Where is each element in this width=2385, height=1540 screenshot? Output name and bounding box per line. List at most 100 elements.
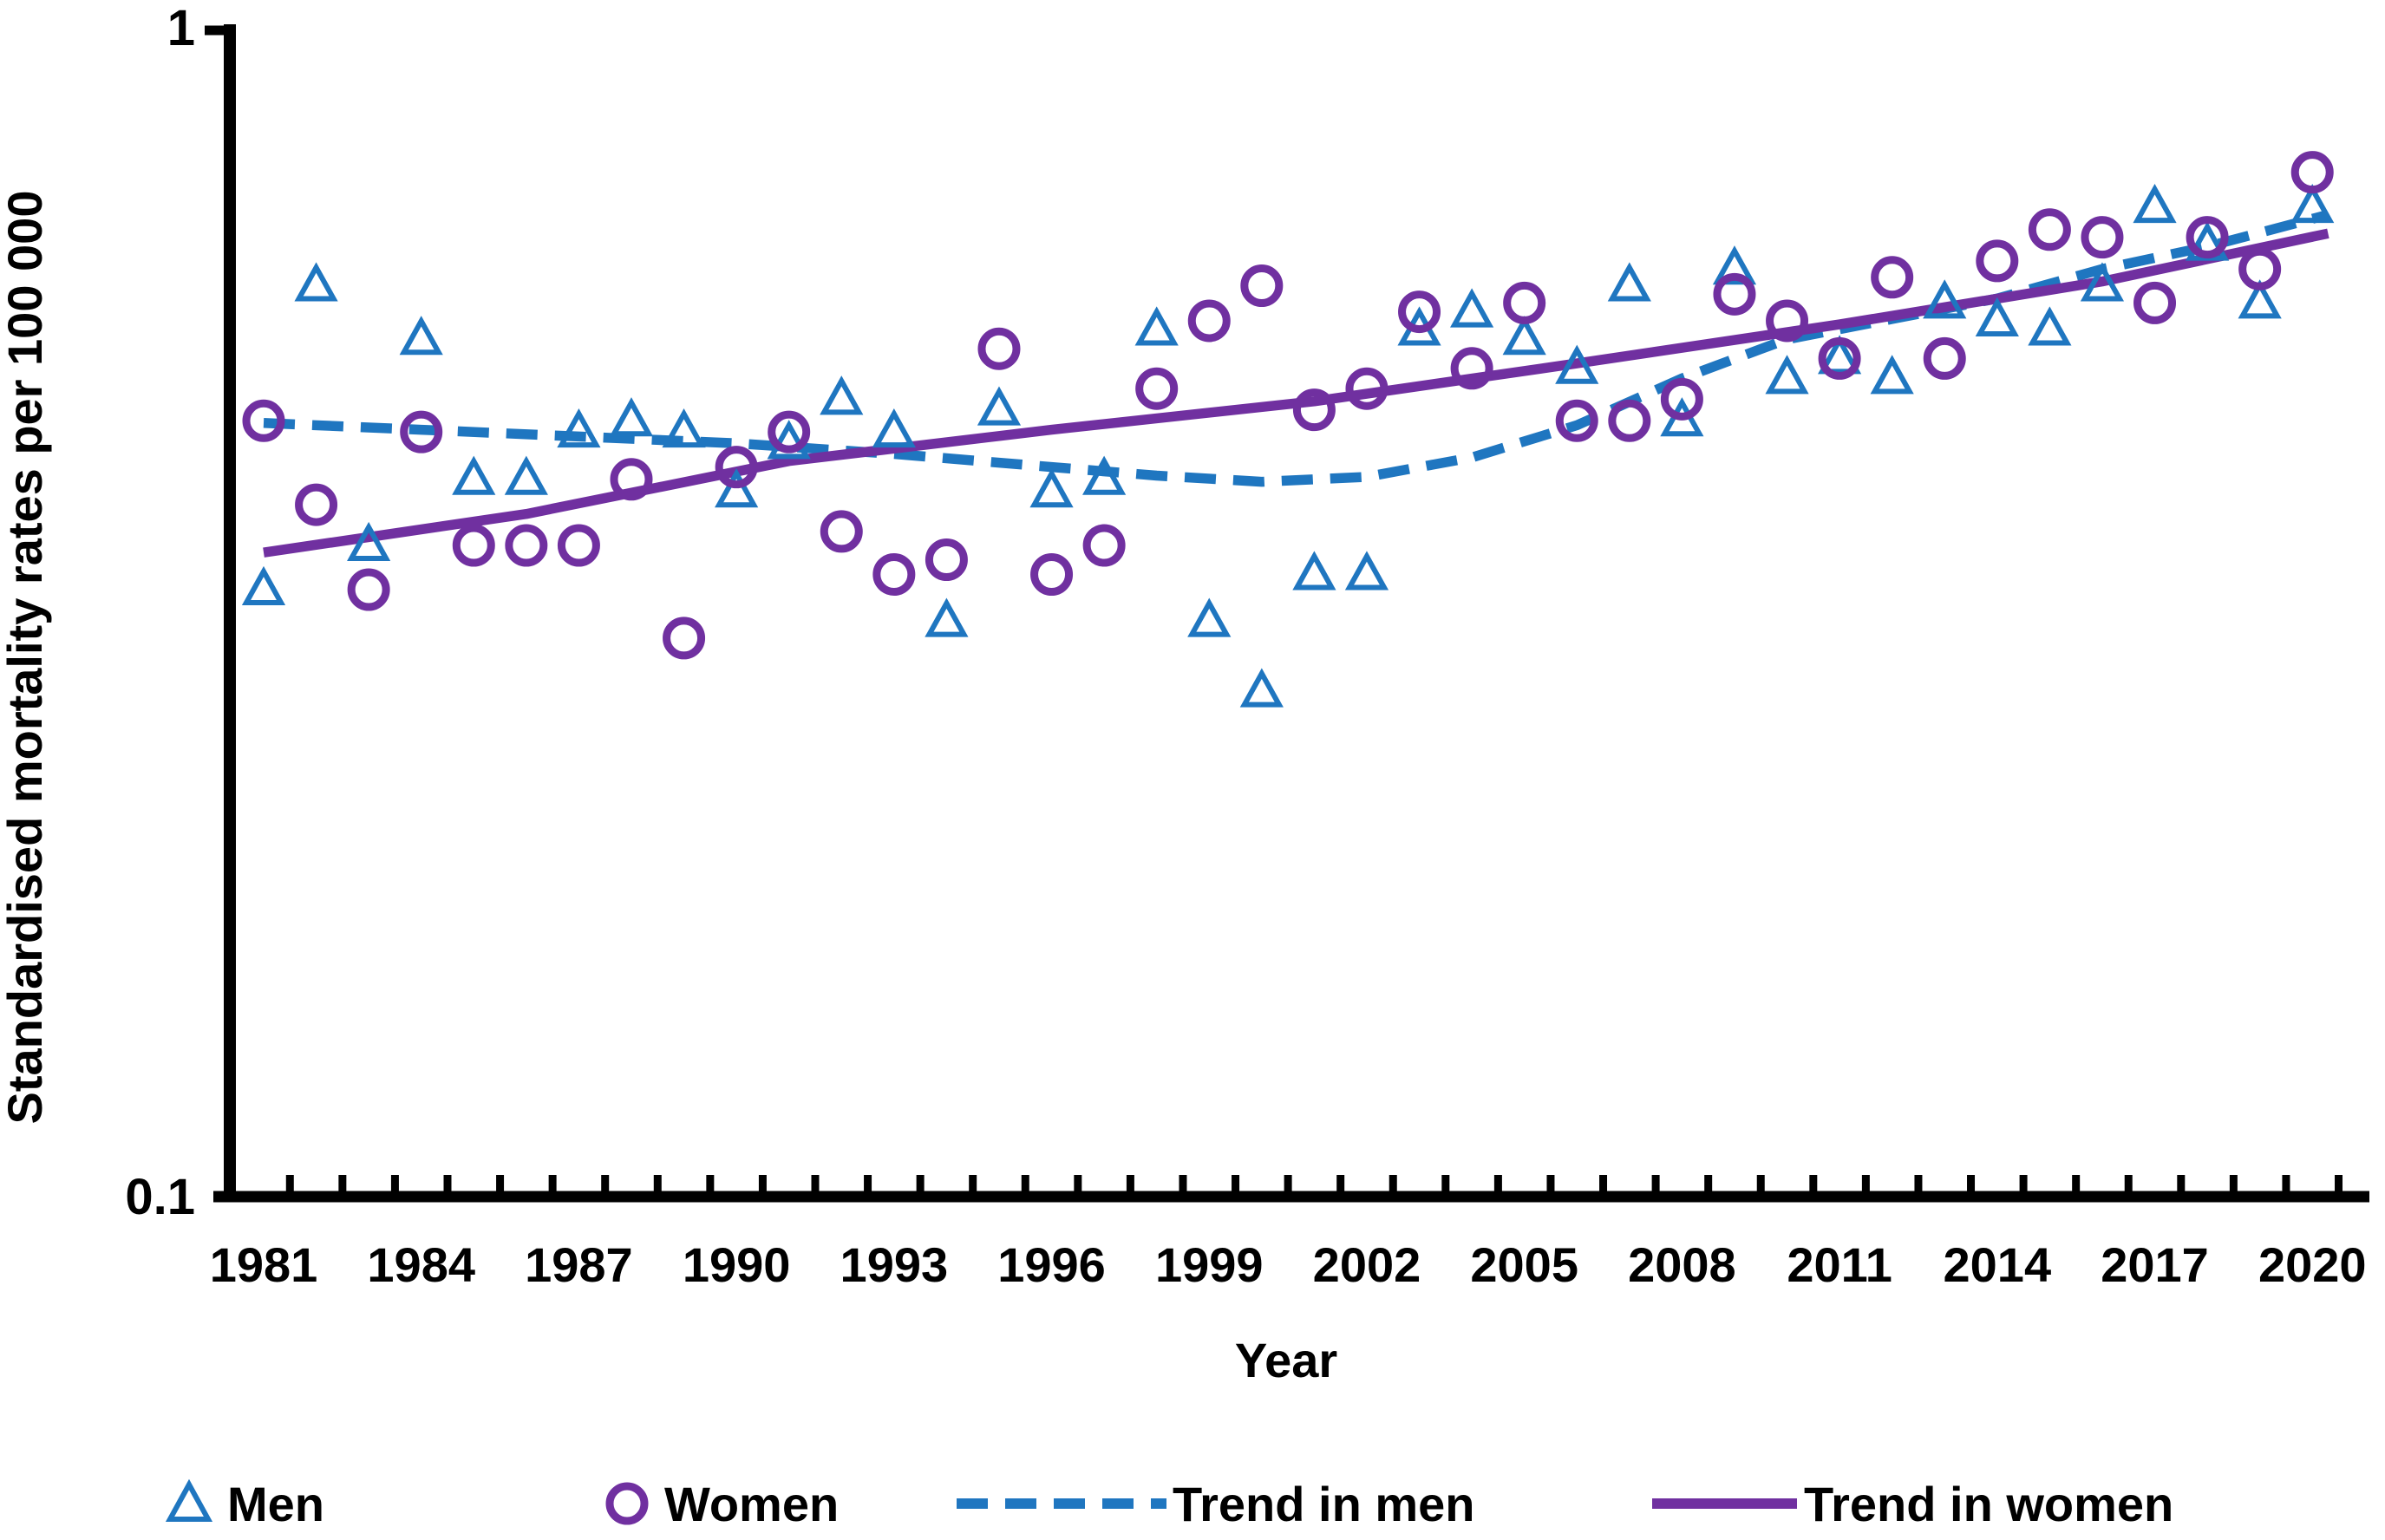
women-marker <box>768 410 811 454</box>
men-marker <box>1292 551 1336 591</box>
x-tick-label: 1999 <box>1155 1237 1264 1292</box>
women-marker <box>295 483 338 526</box>
men-marker <box>715 468 759 508</box>
men-marker <box>1344 551 1389 591</box>
x-tick-label: 1990 <box>683 1237 791 1292</box>
men-marker <box>1502 316 1546 356</box>
x-tick-label: 2002 <box>1313 1237 1421 1292</box>
women-marker <box>1713 272 1756 316</box>
women-marker <box>1135 367 1179 410</box>
x-tick-label: 1993 <box>840 1237 949 1292</box>
men-marker <box>1607 262 1651 302</box>
women-marker <box>977 327 1021 370</box>
men-marker <box>241 565 286 606</box>
men-marker <box>1923 279 1967 319</box>
legend-women-circle-icon <box>605 1482 649 1525</box>
men-marker <box>1029 468 1074 508</box>
men-marker <box>2290 183 2335 224</box>
women-marker <box>1608 399 1651 442</box>
legend-trend-men-label: Trend in men <box>1173 1477 1475 1531</box>
women-marker <box>1766 299 1809 343</box>
legend-men-triangle-icon <box>165 1478 213 1522</box>
men-marker <box>504 455 548 495</box>
x-tick-label: 2017 <box>2101 1237 2209 1292</box>
series-markers <box>241 151 2335 708</box>
women-marker <box>1240 264 1284 307</box>
men-marker <box>662 408 706 448</box>
men-marker <box>1712 245 1757 285</box>
legend-men-label: Men <box>227 1477 324 1531</box>
trend-line-women <box>263 228 2329 558</box>
x-tick-label: 2008 <box>1628 1237 1736 1292</box>
men-marker <box>452 455 496 495</box>
x-axis-title: Year <box>1235 1333 1337 1387</box>
x-tick-label: 1981 <box>210 1237 318 1292</box>
men-marker <box>1239 668 1284 708</box>
x-axis-tick-labels: 1981 1984 1987 1990 1993 1996 1999 2002 2005 2008… <box>210 1237 2367 1292</box>
y-tick-label-0-1: 0.1 <box>125 1169 195 1225</box>
women-marker <box>1345 367 1389 410</box>
x-tick-label: 1996 <box>997 1237 1106 1292</box>
men-marker <box>767 420 811 460</box>
men-marker <box>1450 288 1494 328</box>
x-tick-label: 2011 <box>1787 1237 1892 1292</box>
men-marker <box>2238 279 2282 319</box>
women-marker <box>2238 247 2282 290</box>
men-marker <box>1082 455 1127 495</box>
women-marker <box>1187 299 1231 343</box>
axes <box>205 24 2369 1203</box>
men-marker <box>1975 297 2019 336</box>
women-marker <box>820 510 863 553</box>
trend-line-men <box>263 210 2329 487</box>
men-marker <box>977 386 1022 426</box>
women-marker <box>1871 256 1914 299</box>
women-marker <box>1818 336 1861 380</box>
series-women <box>242 151 2334 660</box>
women-marker <box>872 553 916 597</box>
women-marker <box>1450 347 1493 390</box>
women-marker <box>1976 239 2019 283</box>
x-axis-ticks <box>285 1175 2343 1197</box>
men-marker <box>820 375 864 415</box>
men-marker <box>872 408 916 448</box>
men-marker <box>1765 355 1809 395</box>
women-marker <box>1398 290 1441 334</box>
women-marker <box>1503 281 1546 324</box>
trend-lines <box>263 210 2329 558</box>
women-marker <box>242 399 285 442</box>
women-marker <box>2186 216 2229 259</box>
women-marker <box>1292 388 1336 432</box>
x-tick-label: 1984 <box>367 1237 475 1292</box>
men-marker <box>1555 344 1599 384</box>
y-tick-label-1: 1 <box>167 0 195 56</box>
men-marker <box>609 397 654 437</box>
women-marker <box>925 538 968 582</box>
women-marker <box>400 410 443 454</box>
women-marker <box>1030 553 1074 597</box>
men-marker <box>2028 306 2072 346</box>
men-marker <box>347 521 391 561</box>
women-marker <box>715 446 758 489</box>
men-marker <box>399 316 443 356</box>
y-axis-title: Standardised mortality rates per 100 000 <box>0 191 52 1125</box>
x-tick-label: 1987 <box>525 1237 633 1292</box>
women-marker <box>2028 208 2071 251</box>
women-marker <box>663 617 706 660</box>
women-marker <box>505 524 548 567</box>
men-marker <box>294 262 338 302</box>
men-marker <box>1187 597 1232 637</box>
women-marker <box>1923 336 1966 380</box>
women-marker <box>610 458 653 501</box>
women-marker <box>2133 281 2177 324</box>
men-marker <box>925 597 969 637</box>
women-marker <box>2081 216 2124 259</box>
men-marker <box>557 408 601 448</box>
women-marker <box>557 524 600 567</box>
legend-trend-women-label: Trend in women <box>1804 1477 2173 1531</box>
x-tick-label: 2005 <box>1470 1237 1578 1292</box>
men-marker <box>2133 183 2177 224</box>
x-tick-label: 2020 <box>2258 1237 2367 1292</box>
men-marker <box>2080 262 2125 302</box>
men-marker <box>1134 306 1179 346</box>
